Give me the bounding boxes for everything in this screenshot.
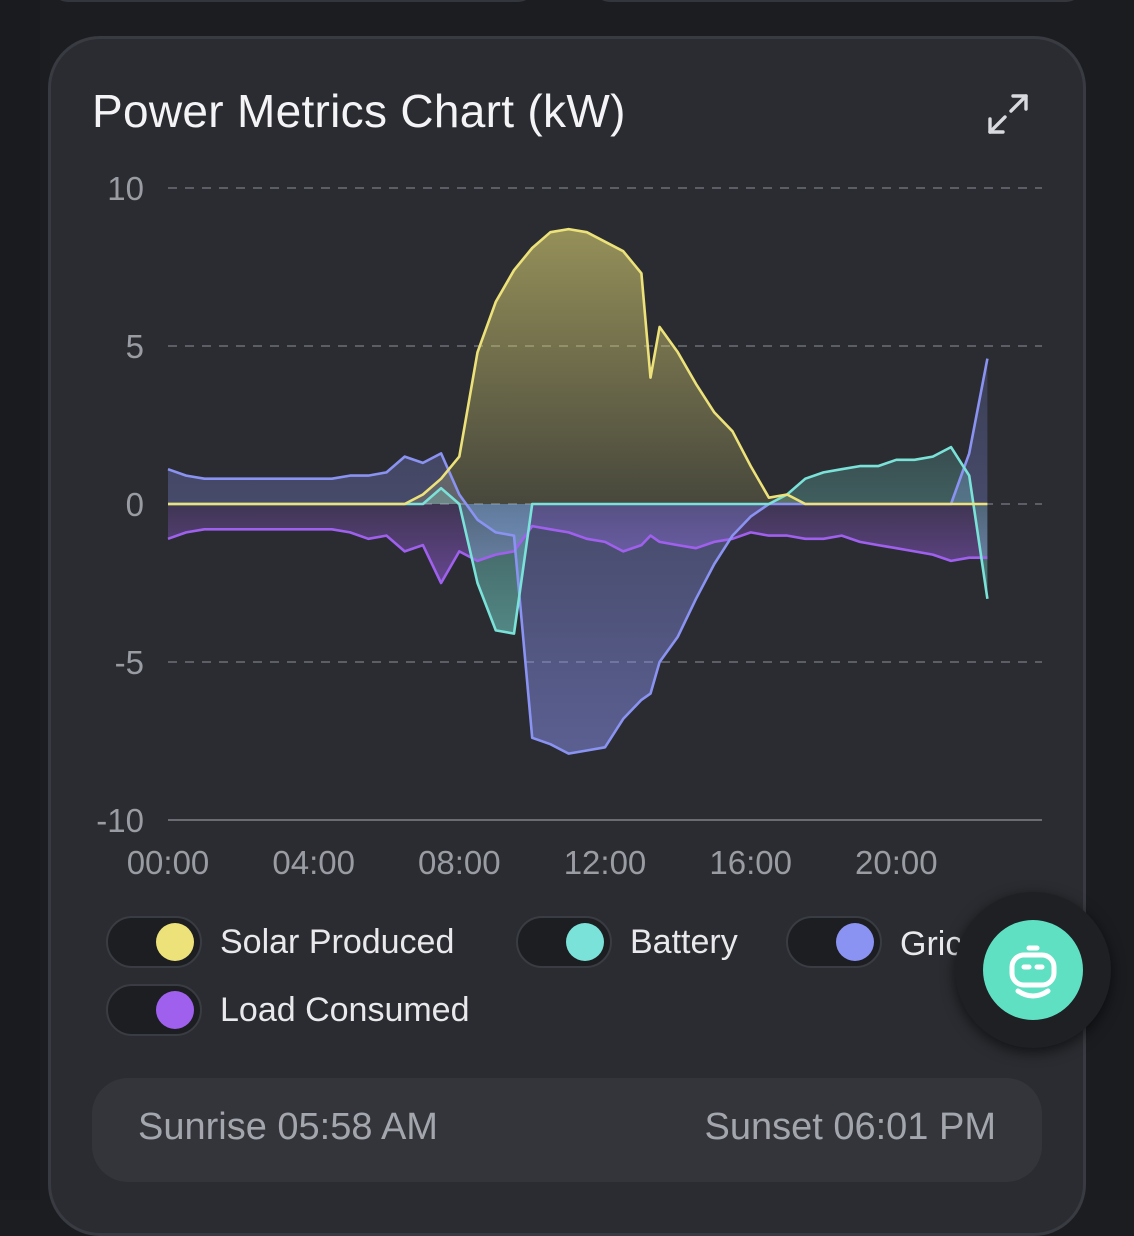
x-tick-label: 04:00 [272, 844, 355, 881]
y-tick-label: -10 [96, 802, 144, 839]
legend-label-load-consumed: Load Consumed [220, 990, 470, 1029]
legend-label-battery: Battery [630, 922, 738, 961]
legend-grid[interactable] [786, 916, 882, 968]
legend-label-solar-produced: Solar Produced [220, 922, 455, 961]
sunrise-text: Sunrise 05:58 AM [138, 1106, 438, 1148]
legend-toggle-solar-produced[interactable] [106, 916, 202, 968]
series-line-load-consumed [167, 524, 988, 585]
y-tick-label: 10 [107, 170, 144, 207]
series-area-battery [168, 447, 988, 634]
series-area-grid [168, 358, 988, 754]
y-tick-label: -5 [115, 644, 144, 681]
legend-knob-solar-produced [156, 923, 194, 961]
x-tick-label: 08:00 [418, 844, 501, 881]
legend-knob-load-consumed [156, 991, 194, 1029]
legend-toggle-load-consumed[interactable] [106, 984, 202, 1036]
page-left-edge [0, 0, 40, 1200]
x-tick-label: 12:00 [564, 844, 647, 881]
robot-assistant-icon [1009, 945, 1057, 999]
page-right-edge [1090, 0, 1134, 1200]
series-area-load-consumed [168, 504, 988, 583]
y-tick-label: 5 [126, 328, 144, 365]
legend-knob-battery [566, 923, 604, 961]
x-tick-label: 16:00 [709, 844, 792, 881]
legend-knob-grid [836, 923, 874, 961]
sun-times-bar: Sunrise 05:58 AM Sunset 06:01 PM [92, 1078, 1042, 1182]
series-line-solar-produced [168, 227, 988, 506]
sunset-text: Sunset 06:01 PM [704, 1106, 996, 1148]
legend-toggle-grid[interactable] [786, 916, 882, 968]
y-tick-label: 0 [126, 486, 144, 523]
expand-icon[interactable] [986, 92, 1030, 136]
assistant-button[interactable] [983, 920, 1083, 1020]
legend-battery[interactable]: Battery [516, 916, 738, 968]
legend-solar-produced[interactable]: Solar Produced [106, 916, 454, 968]
power-metrics-chart: 10 5 0 -5 -10 00:00 04:00 08:00 12:00 16:00 20:00 [96, 170, 1042, 881]
legend-label-grid: Gric [900, 925, 960, 963]
top-card-remnant[interactable] [48, 0, 538, 2]
legend-label-grid-clip: Gric [900, 918, 960, 970]
x-tick-label: 00:00 [127, 844, 210, 881]
legend-load-consumed[interactable]: Load Consumed [106, 984, 470, 1036]
chart-title: Power Metrics Chart (kW) [92, 85, 626, 137]
series-area-solar-produced [168, 229, 988, 504]
top-card-remnant[interactable] [590, 0, 1086, 2]
x-tick-label: 20:00 [855, 844, 938, 881]
legend-toggle-battery[interactable] [516, 916, 612, 968]
